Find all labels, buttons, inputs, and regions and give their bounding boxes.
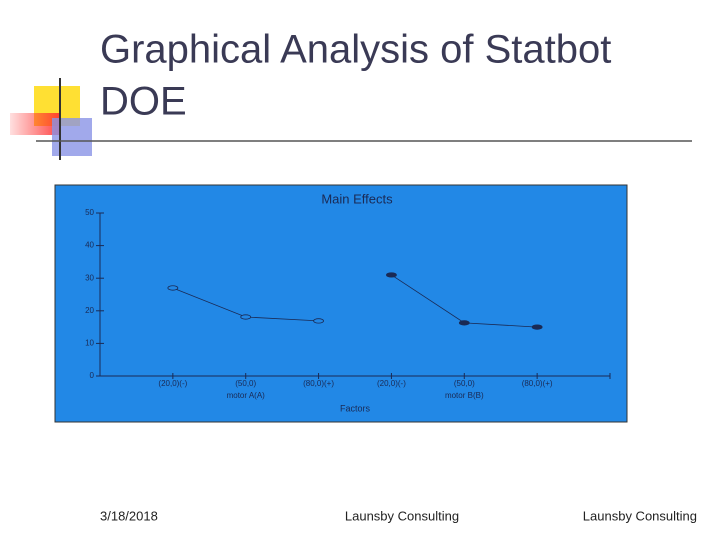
y-tick-label: 40 [85,241,94,250]
footer-center: Launsby Consulting [345,508,459,523]
y-tick-label: 10 [85,339,94,348]
footer-right: Launsby Consulting [583,508,697,523]
slide-title: Graphical Analysis of Statbot [100,28,611,72]
chart-title: Main Effects [321,191,393,206]
x-axis-label: Factors [340,403,371,413]
group-label: motor B(B) [445,391,484,400]
point [458,320,470,326]
y-tick-label: 0 [90,371,95,380]
group-label: motor A(A) [227,391,266,400]
point [386,272,397,278]
point [531,324,543,330]
x-tick-label: (20,0)(-) [377,379,406,388]
footer-date: 3/18/2018 [100,508,158,523]
chart-panel [54,184,628,423]
x-tick-label: (50,0) [454,379,475,388]
point [313,318,324,324]
point [240,314,252,320]
slide-title: DOE [100,80,187,124]
x-tick-label: (50,0) [235,379,256,388]
deco-blue [52,118,92,156]
x-tick-label: (20,0)(-) [158,379,187,388]
y-tick-label: 50 [85,208,94,217]
y-tick-label: 20 [85,306,94,315]
x-tick-label: (80,0)(+) [303,379,334,388]
point [167,285,179,291]
x-tick-label: (80,0)(+) [522,379,553,388]
deco-red [10,113,60,135]
y-tick-label: 30 [85,273,94,282]
